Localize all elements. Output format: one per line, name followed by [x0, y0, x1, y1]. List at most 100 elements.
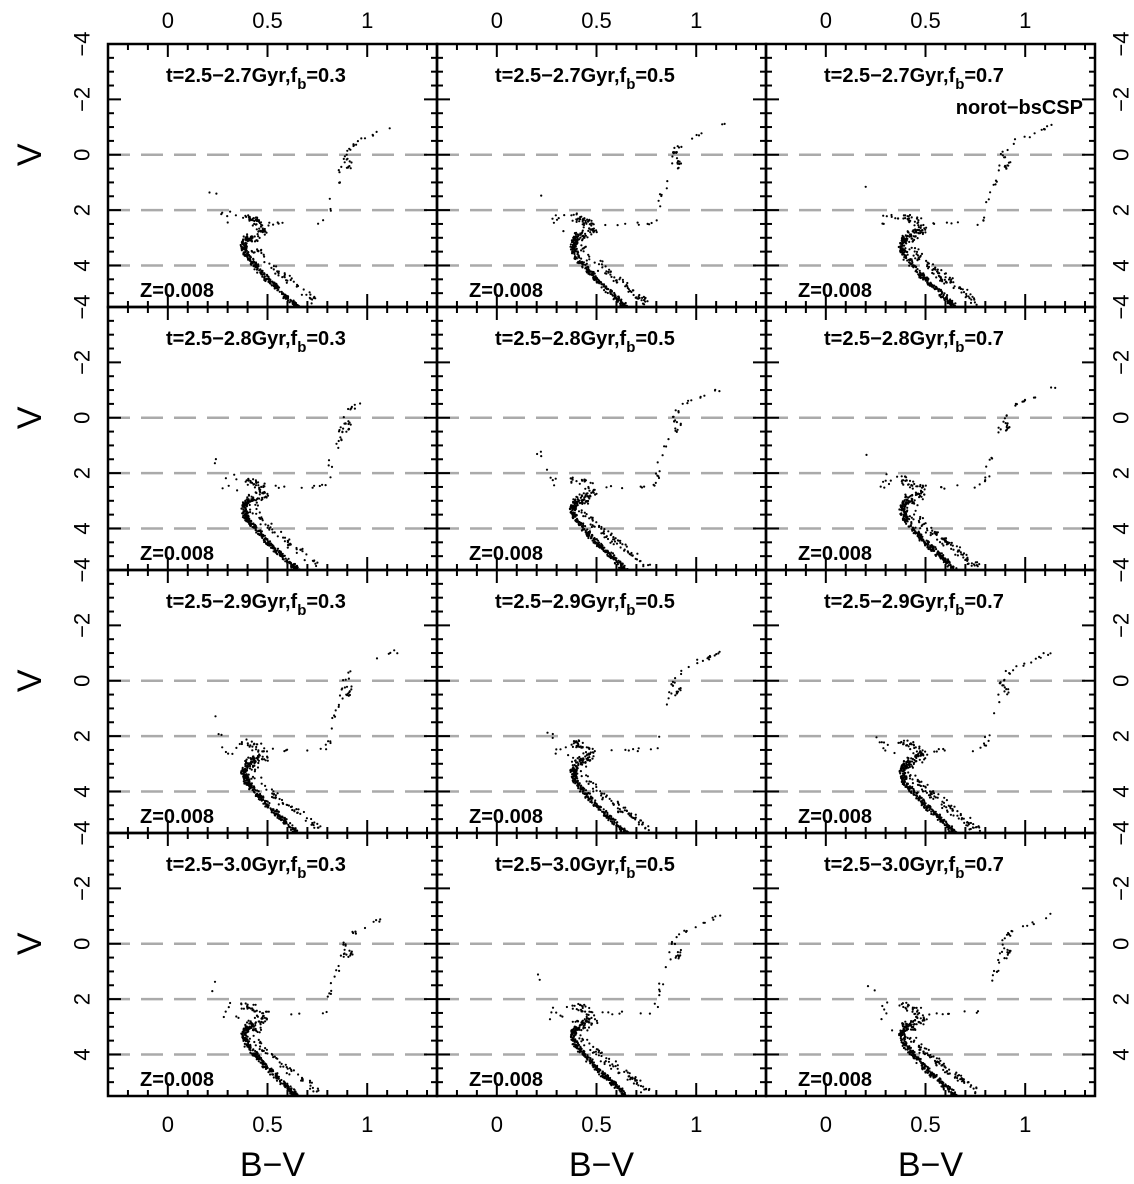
- star-point: [246, 744, 249, 747]
- star-point: [913, 482, 916, 486]
- star-point: [918, 784, 921, 787]
- star-point: [958, 546, 962, 549]
- star-point: [1033, 132, 1036, 135]
- star-point: [605, 816, 608, 819]
- star-point: [615, 299, 619, 302]
- star-point: [902, 214, 906, 217]
- star-point: [302, 288, 305, 291]
- star-point: [696, 658, 699, 661]
- star-point: [251, 1022, 254, 1025]
- star-point: [910, 499, 914, 502]
- star-point: [261, 275, 264, 278]
- star-point: [286, 1082, 289, 1085]
- star-point: [997, 426, 1000, 429]
- star-point: [264, 1067, 267, 1070]
- star-point: [624, 301, 627, 305]
- star-point: [329, 982, 332, 985]
- star-point: [581, 220, 584, 223]
- star-point: [350, 951, 353, 955]
- panel-title: t=2.5−2.7Gyr,fb=0.3: [166, 65, 346, 93]
- star-point: [619, 541, 622, 545]
- star-point: [907, 496, 910, 499]
- star-point: [297, 808, 300, 811]
- star-point: [609, 541, 612, 544]
- star-point: [350, 161, 353, 164]
- star-point: [295, 808, 298, 811]
- star-point: [305, 817, 308, 820]
- star-point: [943, 818, 946, 822]
- star-point: [901, 240, 904, 243]
- star-point: [934, 810, 937, 814]
- star-point: [590, 799, 593, 802]
- panel-r1c1: t=2.5−2.8Gyr,fb=0.5Z=0.008: [435, 305, 768, 572]
- star-point: [363, 926, 367, 930]
- star-point: [215, 192, 218, 195]
- star-point: [921, 535, 924, 538]
- star-point: [240, 742, 243, 746]
- star-point: [248, 1022, 251, 1025]
- star-point: [344, 943, 347, 946]
- star-point: [338, 969, 341, 973]
- star-point: [573, 1031, 576, 1034]
- star-point: [256, 249, 259, 252]
- star-point: [879, 485, 882, 488]
- star-point: [270, 1052, 273, 1056]
- star-point: [941, 279, 944, 282]
- star-point: [920, 252, 924, 255]
- star-point: [899, 741, 902, 744]
- star-point: [621, 278, 625, 281]
- star-point: [600, 794, 603, 797]
- star-point: [999, 428, 1002, 431]
- star-point: [572, 213, 575, 216]
- star-point: [258, 516, 261, 519]
- star-point: [921, 790, 925, 793]
- star-point: [252, 478, 255, 481]
- star-point: [573, 777, 576, 781]
- star-point: [306, 749, 309, 752]
- star-point: [251, 512, 254, 515]
- star-point: [244, 238, 247, 241]
- star-point: [1043, 128, 1046, 131]
- star-point: [618, 1089, 621, 1092]
- star-point: [910, 757, 913, 760]
- star-point: [914, 774, 917, 777]
- star-point: [927, 547, 930, 551]
- star-point: [265, 537, 268, 540]
- star-point: [277, 288, 280, 291]
- star-point: [343, 686, 346, 689]
- star-point: [278, 290, 281, 293]
- star-point: [600, 532, 603, 535]
- star-point: [943, 823, 946, 826]
- star-point: [250, 239, 253, 242]
- star-point: [224, 477, 227, 480]
- star-point: [241, 766, 244, 770]
- star-point: [246, 1007, 249, 1010]
- star-point: [585, 757, 588, 760]
- star-point: [987, 198, 990, 201]
- star-point: [915, 531, 918, 535]
- star-point: [648, 563, 652, 566]
- star-point: [343, 422, 346, 425]
- star-point: [599, 790, 602, 793]
- star-point: [602, 532, 605, 535]
- star-point: [965, 553, 968, 557]
- star-point: [591, 757, 594, 760]
- star-point: [610, 799, 613, 803]
- star-point: [613, 538, 616, 541]
- star-point: [540, 194, 543, 197]
- star-point: [253, 760, 256, 764]
- star-point: [956, 484, 959, 487]
- star-point: [572, 498, 575, 501]
- star-point: [286, 295, 289, 298]
- y-tick-label-left: −2: [70, 613, 95, 638]
- star-point: [246, 783, 249, 787]
- star-point: [909, 748, 912, 751]
- star-point: [921, 498, 924, 501]
- star-point: [574, 764, 577, 768]
- star-point: [916, 504, 919, 507]
- star-point: [1014, 404, 1017, 407]
- metallicity-label: Z=0.008: [140, 806, 214, 828]
- star-point: [581, 235, 584, 238]
- star-point: [944, 560, 948, 563]
- star-point: [617, 539, 621, 542]
